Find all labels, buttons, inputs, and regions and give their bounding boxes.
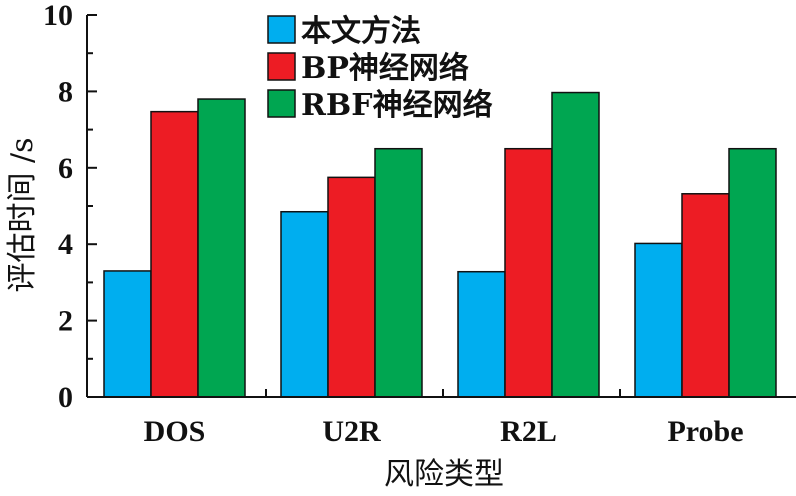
bar-u2r-series-2 <box>327 176 376 398</box>
legend-swatch <box>267 89 296 118</box>
legend-label: 本文方法 <box>301 14 421 49</box>
bar-probe-series-1 <box>634 242 683 398</box>
y-tick-label: 10 <box>43 0 73 32</box>
bar-probe-series-2 <box>681 193 730 398</box>
legend-swatch <box>267 15 296 44</box>
x-axis-title: 风险类型 <box>384 457 504 492</box>
y-tick-label: 8 <box>58 75 73 108</box>
y-tick-label: 2 <box>58 305 73 338</box>
bar-dos-series-3 <box>197 98 246 398</box>
x-tick-label: R2L <box>500 415 557 448</box>
bar-u2r-series-3 <box>374 147 423 398</box>
bar-probe-series-3 <box>728 147 777 398</box>
x-axis-ticks: DOS U2R R2L Probe <box>144 389 744 448</box>
y-tick-label: 6 <box>58 152 73 185</box>
legend-swatch <box>267 52 296 81</box>
x-tick-label: Probe <box>667 415 743 448</box>
plot-area <box>86 15 796 398</box>
bar-dos-series-1 <box>103 270 152 398</box>
bar-r2l-series-1 <box>457 270 506 398</box>
bar-r2l-series-3 <box>551 91 600 398</box>
x-tick-label: U2R <box>322 415 381 448</box>
y-axis-ticks: 0 2 4 6 8 10 <box>43 0 97 414</box>
y-axis-title: 评估时间 /s <box>5 137 40 292</box>
legend-label: BP神经网络 <box>301 51 469 86</box>
legend-label: RBF神经网络 <box>301 88 493 123</box>
y-tick-label: 4 <box>58 228 73 261</box>
bar-u2r-series-1 <box>280 210 329 398</box>
bar-dos-series-2 <box>150 110 199 398</box>
x-tick-label: DOS <box>144 415 206 448</box>
bar-r2l-series-2 <box>504 147 553 398</box>
y-tick-label: 0 <box>58 381 73 414</box>
